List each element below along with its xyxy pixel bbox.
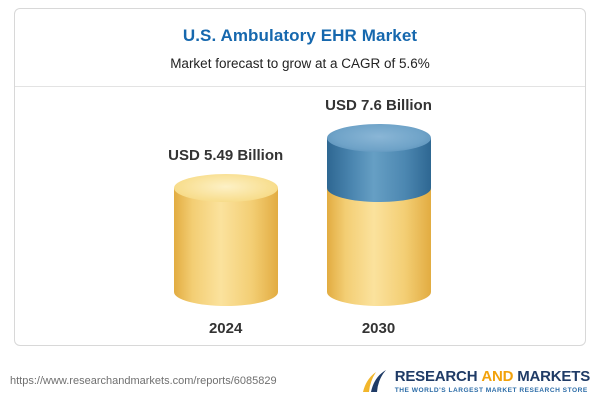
brand-word-research: RESEARCH: [394, 368, 478, 385]
value-label-2030: USD 7.6 Billion: [325, 97, 432, 114]
cylinder-2030-base-segment: [326, 188, 431, 306]
brand-wordmark: RESEARCH AND MARKETS: [395, 368, 590, 385]
brand-text-block: RESEARCH AND MARKETS THE WORLD'S LARGEST…: [395, 368, 590, 394]
cylinder-2024: [173, 174, 278, 306]
brand-tagline: THE WORLD'S LARGEST MARKET RESEARCH STOR…: [394, 387, 588, 394]
bar-column-2030: USD 7.6 Billion 2030: [325, 97, 432, 337]
chart-card: U.S. Ambulatory EHR Market Market foreca…: [14, 8, 586, 346]
chart-title: U.S. Ambulatory EHR Market: [182, 26, 418, 45]
cylinder-2030: [326, 124, 431, 306]
year-label-2030: 2030: [361, 320, 396, 337]
brand-word-markets: MARKETS: [517, 368, 590, 385]
cylinder-2024-top-ellipse: [173, 174, 278, 202]
cylinder-bar-chart: USD 5.49 Billion 2024 USD 7.6 Billion 20…: [15, 97, 585, 337]
value-label-2024: USD 5.49 Billion: [168, 147, 284, 164]
chart-subtitle: Market forecast to grow at a CAGR of 5.6…: [170, 56, 430, 71]
brand-logo: RESEARCH AND MARKETS THE WORLD'S LARGEST…: [360, 367, 590, 395]
report-url-link[interactable]: https://www.researchandmarkets.com/repor…: [10, 375, 277, 387]
brand-word-and: AND: [481, 368, 514, 385]
year-label-2024: 2024: [208, 320, 243, 337]
research-and-markets-logo-icon: [362, 370, 386, 392]
bar-column-2024: USD 5.49 Billion 2024: [168, 147, 283, 337]
footer: https://www.researchandmarkets.com/repor…: [10, 367, 590, 395]
cylinder-2024-body: [173, 188, 278, 306]
header-divider: [15, 86, 585, 87]
cylinder-2030-top-ellipse: [326, 124, 431, 152]
